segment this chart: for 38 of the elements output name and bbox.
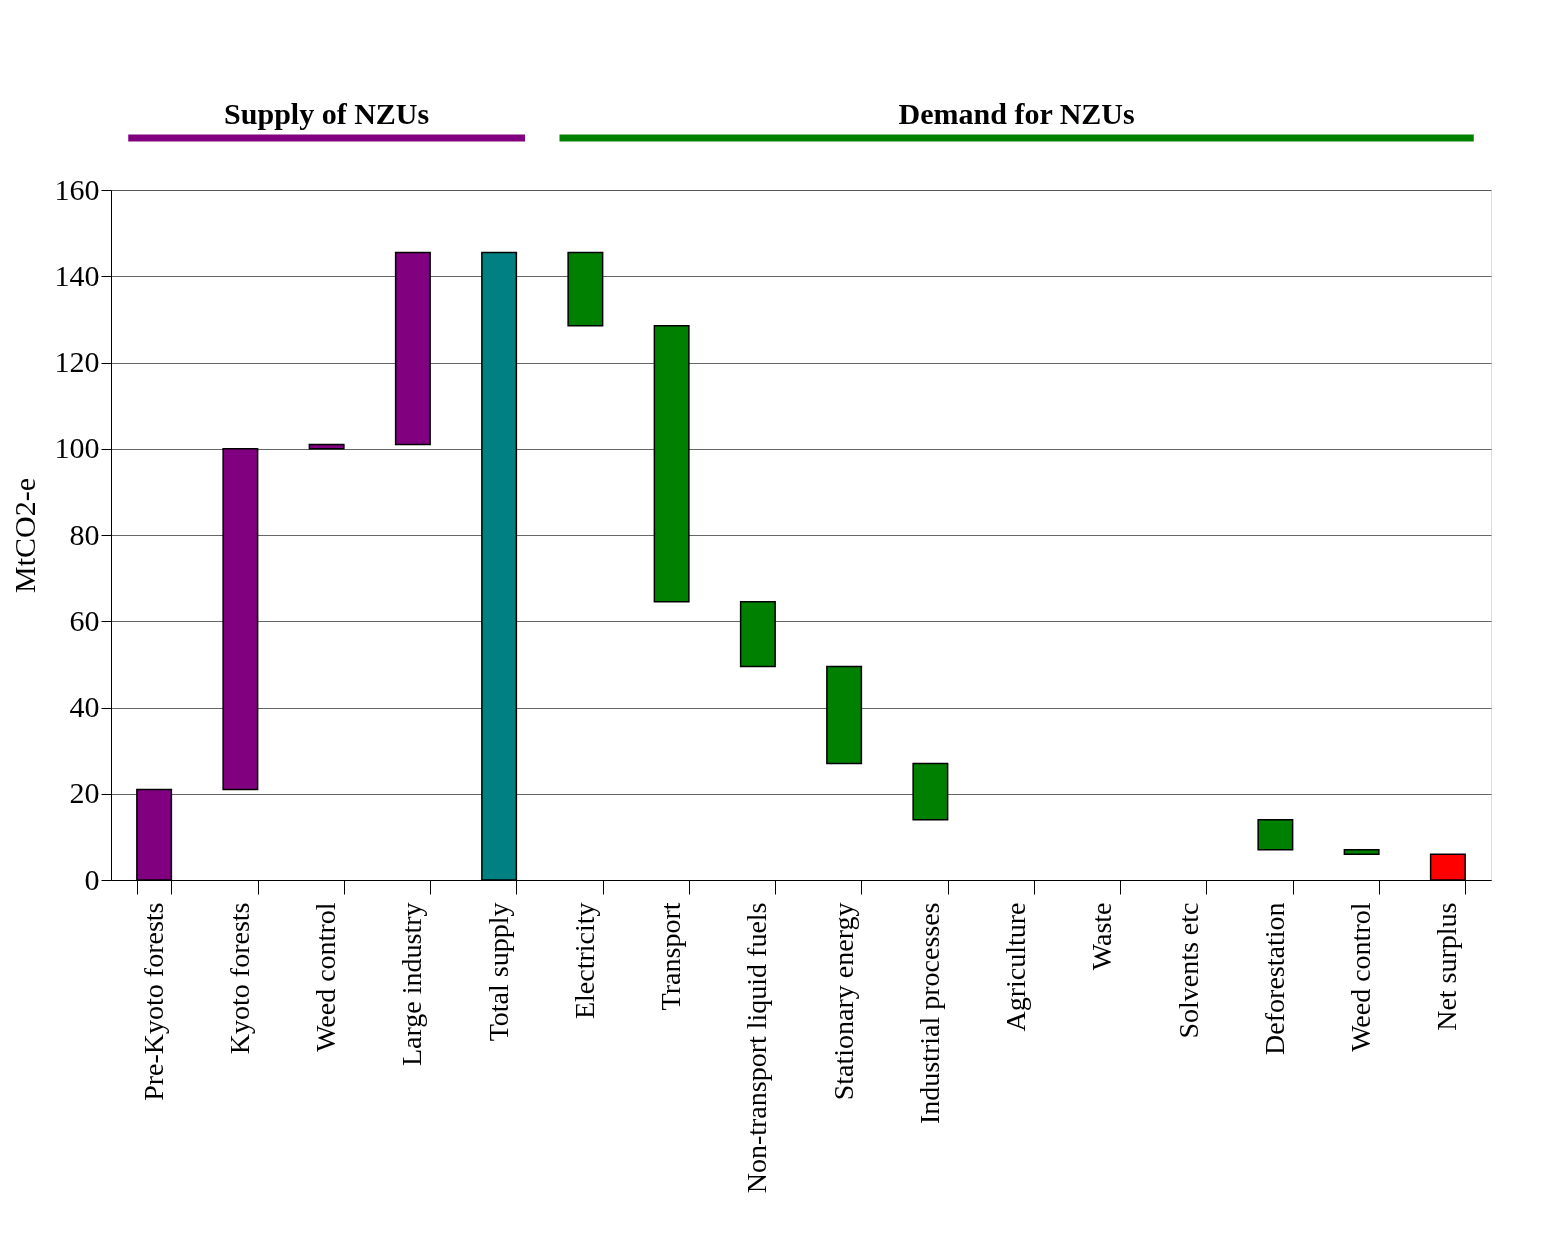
y-tick-label: 100 bbox=[54, 431, 100, 465]
bar bbox=[739, 601, 776, 668]
bar bbox=[912, 762, 949, 821]
y-tick-label: 0 bbox=[84, 862, 100, 896]
bar bbox=[222, 448, 259, 791]
y-tick-label: 60 bbox=[69, 603, 100, 637]
bar bbox=[1257, 818, 1294, 851]
x-tick-label: Weed control bbox=[310, 902, 342, 1052]
text: Demand for NZUs bbox=[898, 97, 1135, 130]
bar bbox=[653, 325, 690, 603]
x-tick-label: Kyoto forests bbox=[223, 902, 255, 1055]
x-tick-label: Deforestation bbox=[1258, 902, 1290, 1055]
x-tick-label: Solvents etc bbox=[1172, 902, 1204, 1039]
x-tick-label: Pre-Kyoto forests bbox=[137, 902, 169, 1101]
x-tick-label: Electricity bbox=[568, 902, 600, 1020]
y-tick-label: 160 bbox=[54, 172, 100, 206]
y-tick-label: 80 bbox=[69, 517, 100, 551]
x-tick-label: Net surplus bbox=[1431, 902, 1463, 1031]
bar bbox=[308, 443, 345, 450]
x-tick-label: Agriculture bbox=[1000, 902, 1032, 1032]
y-tick-label: 20 bbox=[69, 776, 100, 810]
y-tick-label: 40 bbox=[69, 690, 100, 723]
x-tick-label: Industrial processes bbox=[913, 902, 945, 1125]
bar bbox=[1343, 849, 1380, 855]
x-tick-label: Total supply bbox=[482, 902, 514, 1042]
x-tick-label: Waste bbox=[1086, 902, 1118, 971]
y-tick-label: 120 bbox=[54, 345, 100, 378]
y-axis-title: MtCO2-e bbox=[7, 478, 41, 593]
bar bbox=[826, 665, 863, 765]
x-tick-label: Large industry bbox=[396, 902, 428, 1067]
text: Supply of NZUs bbox=[224, 97, 430, 130]
y-tick-label: 140 bbox=[54, 258, 100, 292]
x-tick-label: Non-transport liquid fuels bbox=[741, 902, 773, 1194]
x-tick-label: Transport bbox=[655, 902, 687, 1011]
x-tick-label: Stationary energy bbox=[827, 902, 859, 1101]
bar bbox=[394, 251, 431, 446]
bar bbox=[567, 251, 604, 327]
x-tick-label: Weed control bbox=[1345, 902, 1377, 1052]
